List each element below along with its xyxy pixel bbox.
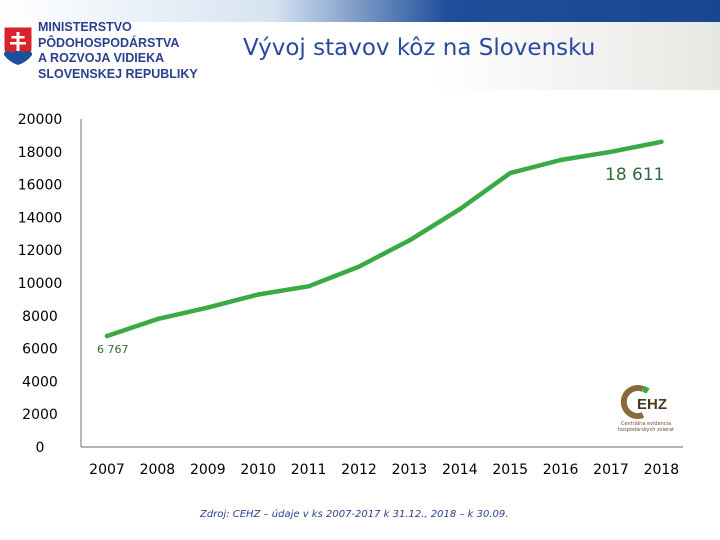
cehz-caption-line-1: Centrálna evidencia	[620, 421, 672, 427]
ministry-line-1: MINISTERSTVO	[38, 20, 132, 34]
x-tick-label: 2014	[442, 462, 478, 478]
ministry-name: MINISTERSTVO PÔDOHOSPODÁRSTVA A ROZVOJA …	[38, 20, 198, 82]
data-point	[256, 292, 261, 297]
header-bar	[0, 0, 720, 22]
ministry-line-4: SLOVENSKEJ REPUBLIKY	[38, 66, 198, 81]
start-data-label: 6 767	[97, 343, 129, 356]
page-title: Vývoj stavov kôz na Slovensku	[243, 35, 596, 61]
x-tick-label: 2013	[392, 462, 428, 478]
data-point	[104, 333, 110, 339]
ministry-line-3: A ROZVOJA VIDIEKA	[38, 51, 165, 65]
x-tick-label: 2009	[190, 462, 226, 478]
x-tick-label: 2011	[291, 462, 327, 478]
y-tick-label: 6000	[22, 342, 58, 358]
y-tick-label: 20000	[18, 112, 63, 128]
goat-population-chart: 2000018000160001400012000100008000600040…	[18, 112, 683, 478]
end-data-label: 18 611	[605, 165, 664, 185]
data-point	[558, 157, 563, 163]
y-tick-label: 18000	[18, 145, 63, 161]
y-tick-label: 16000	[18, 178, 63, 194]
data-point	[205, 305, 210, 310]
start-label-bg	[93, 342, 129, 357]
cehz-caption-line-2: hospodárskych zvierat	[617, 427, 675, 433]
data-point	[608, 149, 614, 154]
header-background	[0, 22, 720, 90]
x-tick-label: 2012	[341, 462, 377, 478]
y-tick-label: 8000	[22, 309, 58, 325]
data-point	[356, 264, 362, 269]
y-tick-label: 12000	[18, 243, 63, 259]
ministry-line-2: PÔDOHOSPODÁRSTVA	[38, 35, 180, 50]
y-tick-label: 0	[36, 440, 45, 456]
data-point	[306, 284, 311, 289]
cehz-caption: Centrálna evidencia hospodárskych zviera…	[611, 421, 681, 433]
x-tick-label: 2018	[644, 462, 680, 478]
slovak-crest-icon	[3, 26, 33, 66]
source-note: Zdroj: CEHZ – údaje v ks 2007-2017 k 31.…	[200, 509, 509, 520]
y-tick-label: 10000	[18, 276, 63, 292]
x-tick-label: 2010	[240, 462, 276, 478]
series-line	[104, 139, 664, 339]
cehz-mark-text: EHZ	[637, 396, 667, 413]
data-point	[407, 238, 412, 243]
y-tick-label: 2000	[22, 407, 58, 423]
x-tick-label: 2017	[593, 462, 629, 478]
data-point	[508, 170, 513, 176]
data-point	[659, 139, 664, 144]
data-point	[457, 207, 462, 212]
ministry-logo: MINISTERSTVO PÔDOHOSPODÁRSTVA A ROZVOJA …	[0, 18, 200, 84]
data-point	[155, 316, 160, 322]
cehz-mark-icon: EHZ	[621, 385, 667, 419]
cehz-logo: EHZ Centrálna evidencia hospodárskych zv…	[611, 383, 681, 443]
y-tick-label: 14000	[18, 210, 63, 226]
x-tick-label: 2016	[543, 462, 579, 478]
x-tick-label: 2007	[89, 462, 125, 478]
end-label-bg	[600, 159, 678, 186]
x-tick-label: 2008	[140, 462, 176, 478]
y-tick-label: 4000	[22, 374, 58, 390]
x-tick-label: 2015	[492, 462, 528, 478]
